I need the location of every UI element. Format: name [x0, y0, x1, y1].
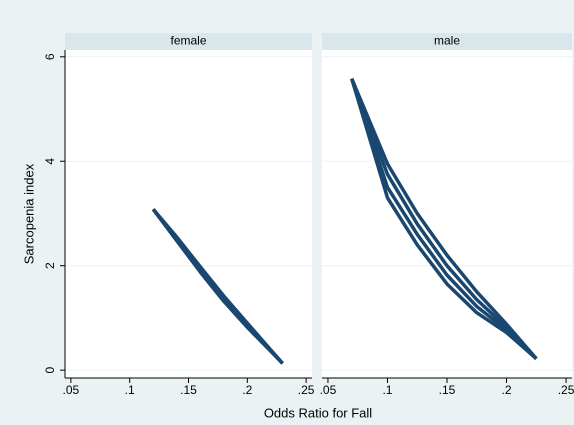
panel-title: male: [434, 34, 460, 48]
x-tick-label: .2: [502, 383, 512, 397]
data-line: [350, 78, 538, 360]
y-axis-title: Sarcopenia index: [21, 163, 36, 264]
x-tick-label: .1: [125, 383, 135, 397]
plot-area: [65, 50, 312, 378]
x-tick-label: .15: [180, 383, 197, 397]
y-tick-label: 2: [43, 262, 57, 269]
panel-header: [322, 33, 572, 50]
x-tick-label: .15: [439, 383, 456, 397]
x-tick-label: .05: [320, 383, 337, 397]
x-tick-label: .2: [242, 383, 252, 397]
x-axis-title: Odds Ratio for Fall: [264, 405, 372, 420]
x-tick-label: .25: [298, 383, 315, 397]
y-tick-label: 0: [43, 367, 57, 374]
data-line: [350, 78, 538, 360]
panel-title: female: [170, 34, 206, 48]
y-tick-label: 6: [43, 53, 57, 60]
data-line: [350, 78, 538, 360]
x-tick-label: .05: [63, 383, 80, 397]
y-tick-label: 4: [43, 158, 57, 165]
data-line: [151, 208, 284, 365]
x-tick-label: .25: [558, 383, 574, 397]
panel-header: [65, 33, 312, 50]
data-line: [350, 78, 538, 360]
x-tick-label: .1: [382, 383, 392, 397]
